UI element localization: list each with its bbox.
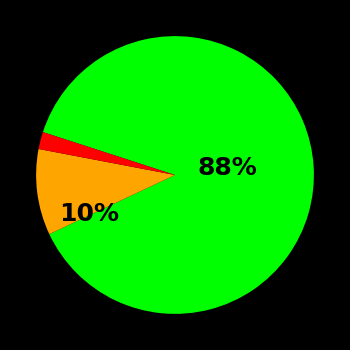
Wedge shape bbox=[43, 36, 314, 314]
Text: 88%: 88% bbox=[198, 156, 258, 180]
Wedge shape bbox=[38, 132, 175, 175]
Wedge shape bbox=[36, 149, 175, 234]
Text: 10%: 10% bbox=[59, 202, 119, 226]
